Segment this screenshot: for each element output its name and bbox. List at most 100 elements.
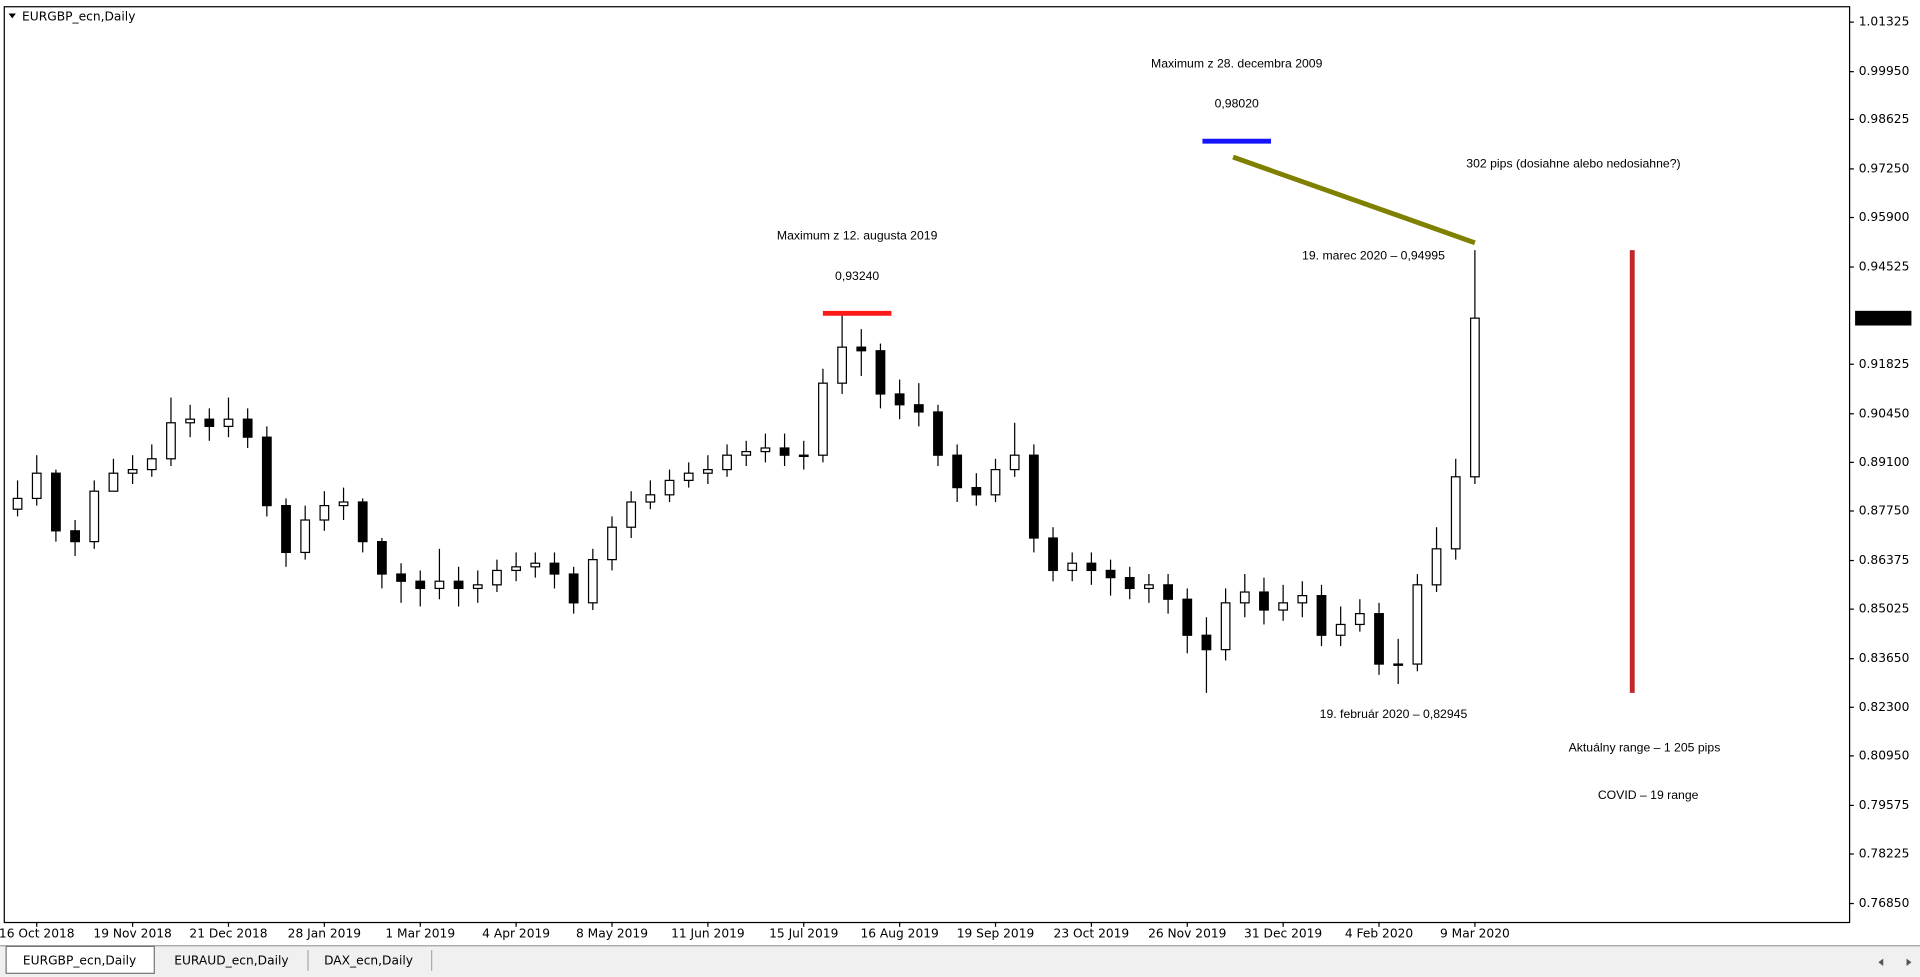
candle-body (1297, 595, 1308, 604)
candle-body (722, 454, 732, 471)
candle-body (511, 566, 522, 572)
candle-body (1220, 602, 1231, 651)
candle-body (1374, 613, 1384, 665)
tab-bar (0, 945, 1920, 977)
candle-body (664, 479, 675, 496)
current-price-box (1855, 310, 1912, 326)
candle-body (1239, 591, 1250, 604)
level-title: Maximum z 12. augusta 2019 (777, 228, 938, 242)
y-tick-label: 0.95900 (1859, 210, 1910, 224)
level-title: Maximum z 28. decembra 2009 (1151, 56, 1323, 70)
candle-body (626, 501, 637, 528)
x-tick-label: 26 Nov 2019 (1148, 927, 1226, 941)
y-tick-label: 0.99950 (1859, 64, 1910, 78)
chart-title: EURGBP_ecn,Daily (22, 10, 135, 24)
y-tick-label: 0.83650 (1859, 651, 1910, 665)
x-tick-label: 16 Aug 2019 (860, 927, 938, 941)
y-tick-label: 0.79575 (1859, 798, 1910, 812)
plot-frame (3, 6, 1851, 924)
candle-body (31, 472, 42, 500)
tab-label[interactable]: DAX_ecn,Daily (324, 954, 413, 968)
candle-body (837, 346, 848, 384)
candle-body (1354, 613, 1365, 626)
x-tick-label: 31 Dec 2019 (1244, 927, 1322, 941)
low-label: 19. február 2020 – 0,82945 (1320, 707, 1468, 721)
candle-body (185, 418, 196, 424)
y-tick-label: 0.98625 (1859, 112, 1910, 126)
candle-body (1201, 634, 1212, 651)
candle-body (875, 350, 886, 395)
x-tick-label: 23 Oct 2019 (1054, 927, 1130, 941)
candle-body (1009, 454, 1020, 471)
candle-body (492, 569, 502, 586)
y-tick-label: 0.90450 (1859, 406, 1910, 420)
scroll-left[interactable] (1878, 958, 1884, 966)
x-tick-label: 8 May 2019 (576, 927, 648, 941)
candle-body (415, 580, 426, 590)
candle-body (1048, 537, 1058, 572)
y-tick-label: 0.94525 (1859, 260, 1910, 274)
candle-body (760, 447, 771, 453)
candle-body (894, 393, 905, 406)
x-tick-label: 19 Nov 2018 (93, 927, 171, 941)
candle-body (70, 530, 80, 543)
y-tick-label: 0.86375 (1859, 553, 1910, 567)
x-tick-label: 15 Jul 2019 (769, 927, 838, 941)
candle-body (51, 472, 61, 532)
menu-triangle[interactable] (8, 13, 16, 19)
tab-label[interactable]: EURGBP_ecn,Daily (23, 954, 136, 968)
x-tick-label: 21 Dec 2018 (189, 927, 267, 941)
y-tick-label: 0.80950 (1859, 748, 1910, 762)
candle-body (146, 458, 157, 471)
level-value: 0,98020 (1215, 97, 1259, 111)
x-tick-label: 19 Sep 2019 (957, 927, 1035, 941)
candle-body (1067, 562, 1078, 572)
high-label: 19. marec 2020 – 0,94995 (1302, 248, 1445, 262)
y-tick-label: 0.91825 (1859, 357, 1910, 371)
candle-body (1144, 584, 1154, 590)
y-tick-label: 0.97250 (1859, 161, 1910, 175)
candle-body (223, 418, 234, 427)
x-tick-label: 4 Feb 2020 (1345, 927, 1413, 941)
candle-body (1105, 569, 1116, 579)
candle-body (1450, 476, 1461, 550)
candle-body (396, 573, 406, 582)
candle-body (913, 404, 924, 413)
candle-body (1431, 548, 1442, 586)
candle-body (1412, 584, 1423, 665)
candle-body (607, 526, 617, 561)
candle-body (1124, 577, 1135, 590)
candle-body (952, 454, 963, 489)
x-tick-label: 16 Oct 2018 (0, 927, 75, 941)
candle-body (683, 472, 694, 482)
candle-body (798, 454, 809, 458)
candle-body (1182, 598, 1193, 636)
tab-label[interactable]: EURAUD_ecn,Daily (174, 954, 288, 968)
x-tick-label: 1 Mar 2019 (385, 927, 455, 941)
candle-body (281, 504, 291, 554)
candle-body (1259, 591, 1269, 611)
scroll-right[interactable] (1906, 958, 1912, 966)
level-value: 0,93240 (835, 269, 879, 283)
candle-body (1316, 595, 1327, 636)
candle-body (1028, 454, 1039, 539)
y-tick-label: 0.78225 (1859, 847, 1910, 861)
x-tick-label: 4 Apr 2019 (482, 927, 550, 941)
candle-body (338, 501, 349, 507)
candle-body (741, 450, 752, 456)
tab-active[interactable] (5, 945, 155, 974)
candle-body (645, 494, 656, 503)
candle-body (1393, 663, 1404, 666)
candle-body (1086, 562, 1097, 572)
y-tick-label: 0.76850 (1859, 896, 1910, 910)
candle-body (971, 486, 982, 496)
range-note: COVID – 19 range (1598, 788, 1699, 802)
candle-body (1335, 623, 1346, 636)
candle-body (1470, 317, 1480, 478)
candle-body (204, 418, 215, 427)
candle-body (933, 411, 943, 456)
x-tick-label: 9 Mar 2020 (1440, 927, 1510, 941)
